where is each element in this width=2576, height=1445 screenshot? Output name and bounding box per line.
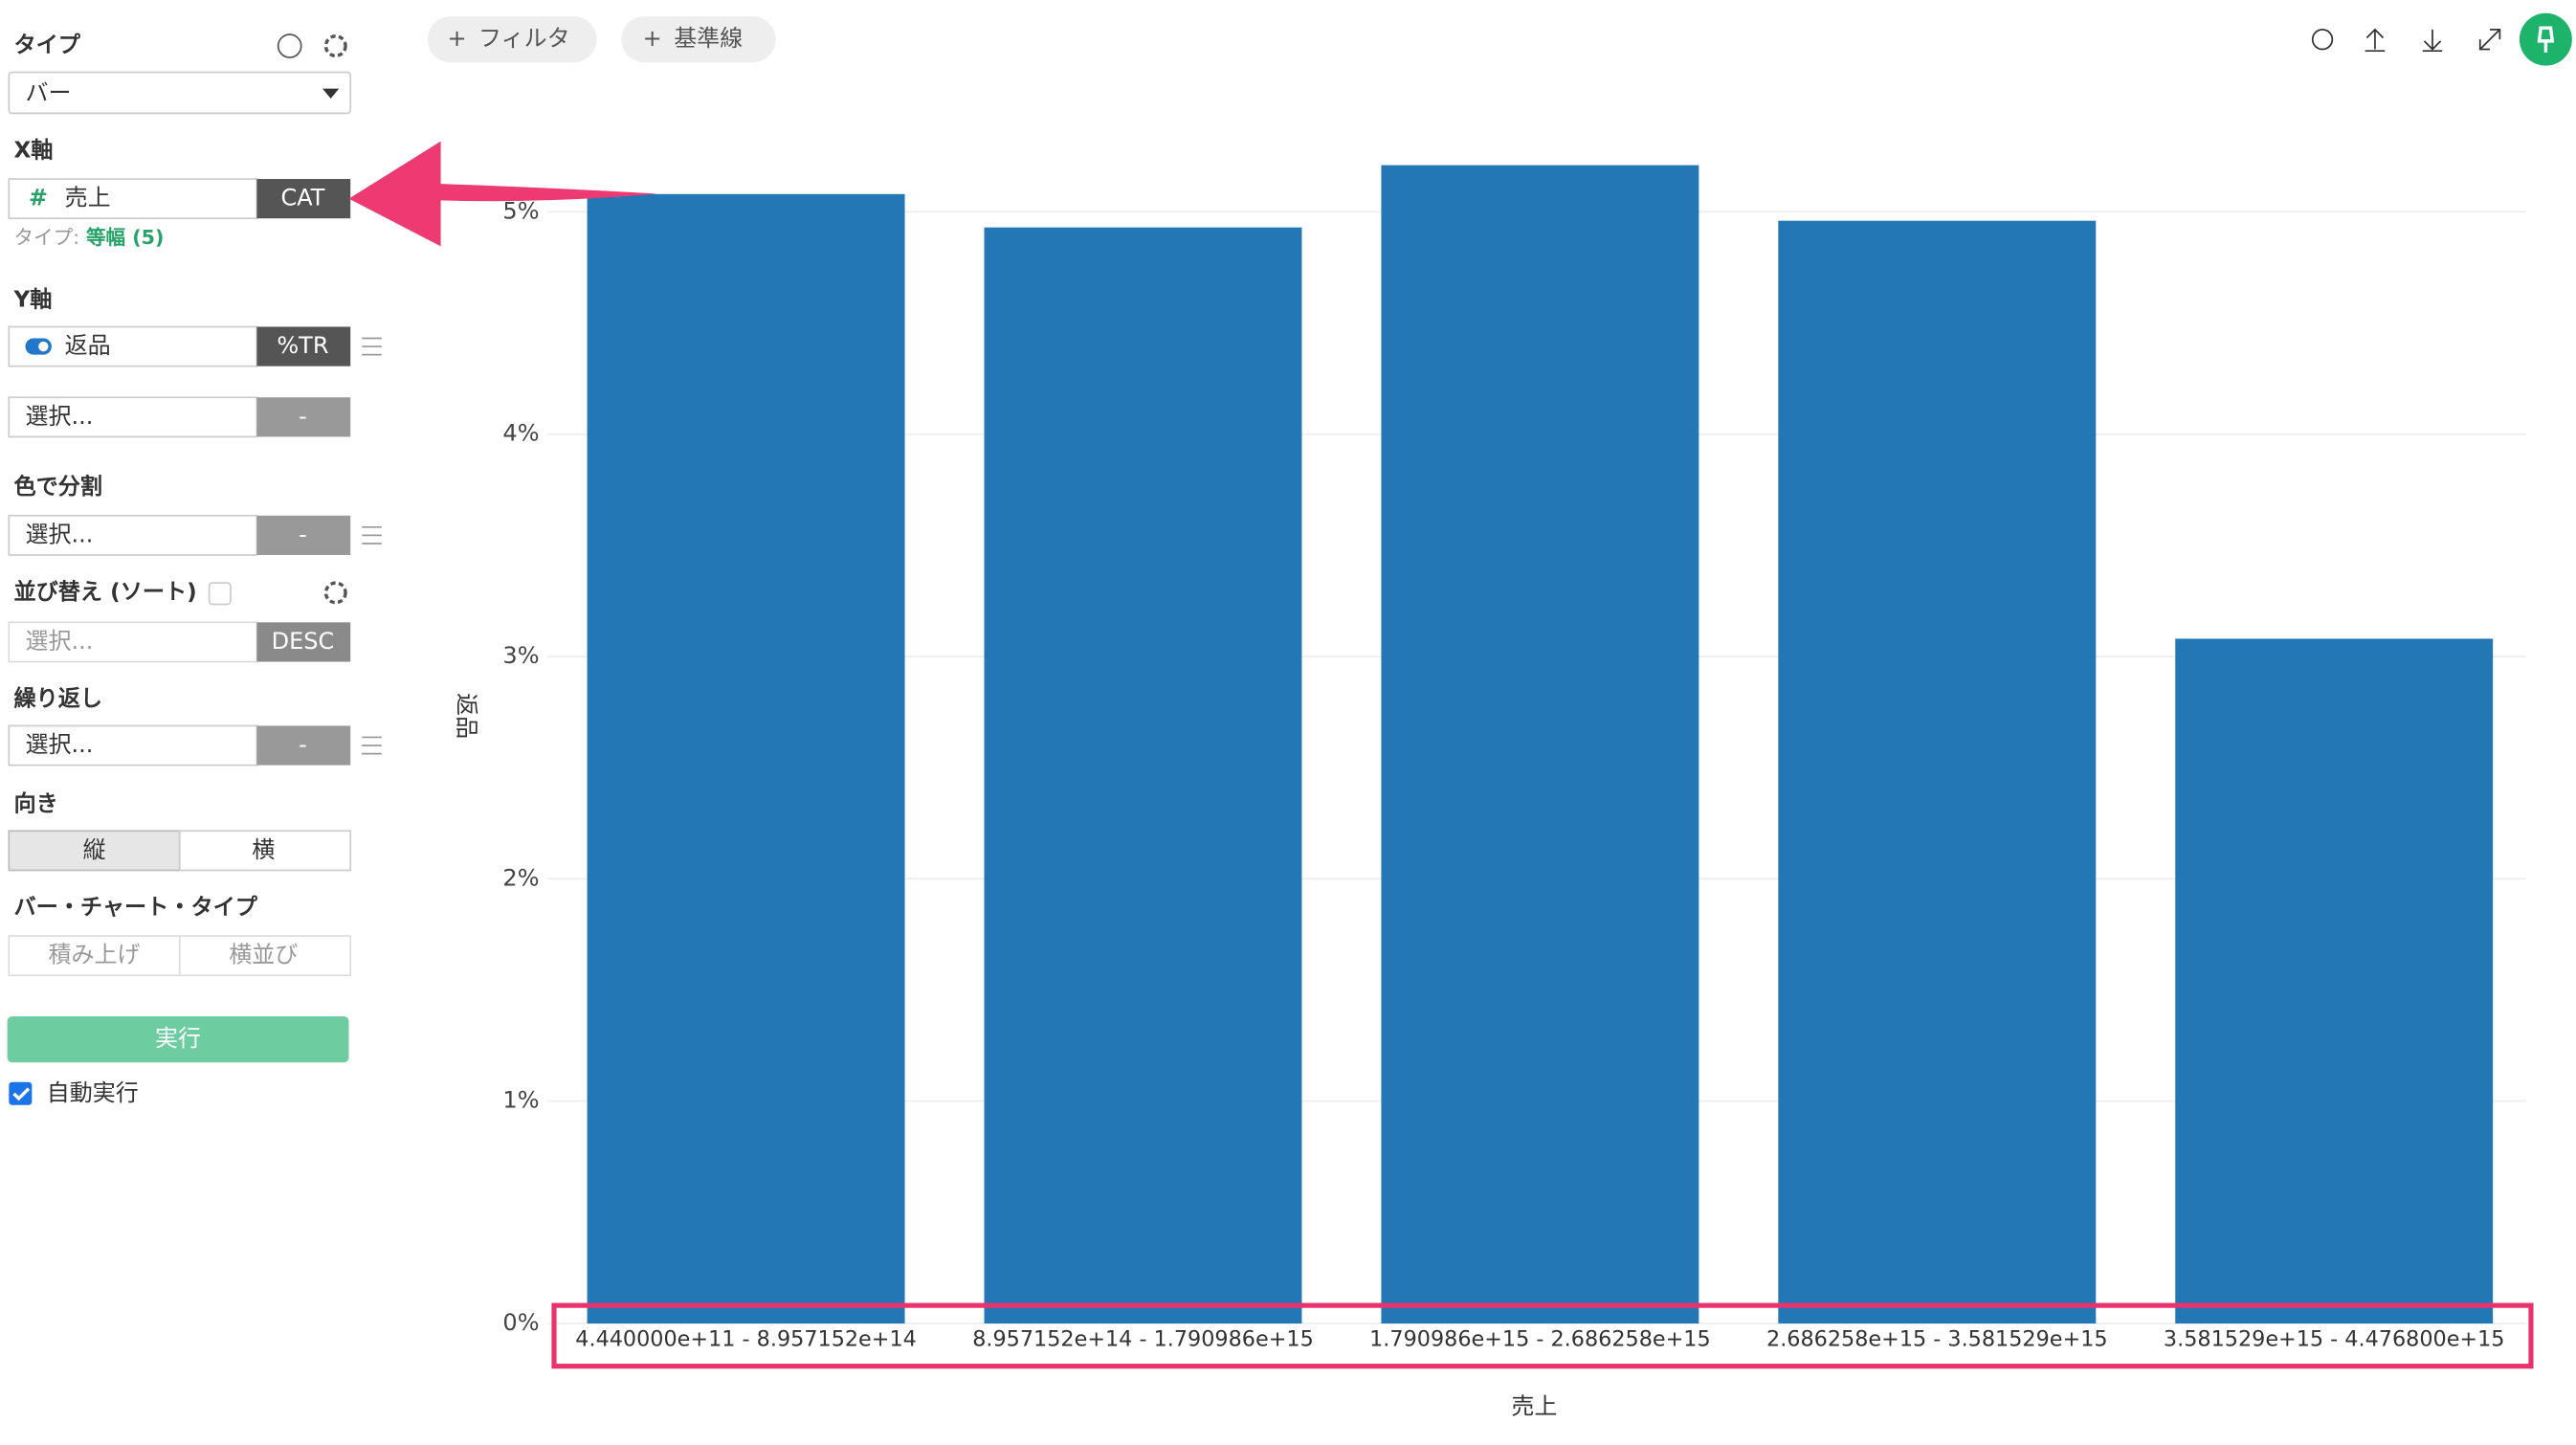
highlight-box [551, 1302, 2534, 1369]
label: 色で分割 [13, 474, 102, 500]
button-label: フィルタ [478, 25, 570, 52]
mode-button[interactable] [256, 622, 351, 662]
bar [1778, 220, 2097, 1324]
type-value[interactable]: 等幅 (5) [86, 226, 164, 249]
x-tick-label: 1.790986e+15 - 2.686258e+15 [1369, 1327, 1711, 1352]
placeholder: 選択... [25, 403, 93, 430]
run-button[interactable] [7, 1016, 349, 1063]
placeholder: 選択... [25, 628, 93, 655]
field[interactable] [8, 621, 258, 663]
toggle-knob [38, 341, 49, 352]
checkbox[interactable] [208, 582, 232, 606]
option-label: 積み上げ [48, 942, 140, 968]
mode-button[interactable] [256, 179, 351, 219]
option-label: 縦 [83, 836, 106, 863]
field-name: 返品 [65, 332, 111, 359]
mode-button[interactable] [256, 397, 351, 437]
placeholder: 選択... [25, 731, 93, 758]
option-selected[interactable] [8, 830, 181, 872]
settings-icon[interactable] [323, 581, 347, 605]
type-prefix: タイプ: [13, 226, 79, 249]
pin-button[interactable] [2519, 12, 2572, 66]
drag-handle[interactable] [362, 337, 382, 356]
button-label: 基準線 [674, 25, 743, 52]
y-tick-label: 4% [502, 420, 539, 447]
x-tick-label: 2.686258e+15 - 3.581529e+15 [1766, 1327, 2108, 1352]
label: Y軸 [12, 288, 52, 313]
checkbox-label: 自動実行 [47, 1079, 139, 1106]
run-label: 実行 [155, 1025, 201, 1052]
expand-icon[interactable] [2478, 29, 2501, 51]
label: X軸 [13, 138, 53, 163]
option[interactable] [178, 935, 352, 977]
caret [322, 88, 340, 99]
option-label: 横 [252, 836, 275, 863]
arrow [348, 141, 658, 247]
upload-icon[interactable] [2365, 28, 2386, 53]
y-axis-title: 返品 [453, 693, 479, 739]
refline-button[interactable] [621, 16, 776, 63]
checkbox-checked[interactable] [9, 1081, 33, 1105]
select-value: バー [25, 79, 71, 106]
x-axis-title: 売上 [1511, 1393, 1557, 1420]
x-tick-label: 3.581529e+15 - 4.476800e+15 [2164, 1327, 2505, 1352]
field[interactable] [8, 178, 258, 220]
mode-label: - [299, 521, 307, 547]
pin-icon [2537, 26, 2555, 53]
mode-button[interactable] [256, 725, 351, 766]
x-tick-label: 8.957152e+14 - 1.790986e+15 [972, 1327, 1314, 1352]
mode-button[interactable] [256, 515, 351, 555]
mode-label: - [299, 403, 307, 430]
drag-handle[interactable] [362, 736, 382, 755]
x-tick-label: 4.440000e+11 - 8.957152e+14 [575, 1327, 917, 1352]
plus: + [447, 25, 466, 52]
label: バー・チャート・タイプ [13, 895, 257, 920]
label: タイプ [13, 33, 80, 58]
option[interactable] [178, 830, 352, 872]
mode-button[interactable] [256, 326, 351, 367]
bar [1381, 165, 1699, 1324]
y-tick-label: 5% [502, 197, 539, 224]
y-tick-label: 2% [502, 864, 539, 891]
download-icon[interactable] [2422, 29, 2443, 53]
bar [2175, 638, 2494, 1324]
help-icon[interactable] [277, 33, 302, 58]
bar [587, 193, 905, 1324]
mode-label: - [299, 731, 307, 758]
mode-label: DESC [272, 628, 335, 655]
y-tick-label: 0% [502, 1309, 539, 1336]
label: 並び替え (ソート) [13, 579, 196, 605]
option-label: 横並び [229, 942, 298, 968]
settings-icon[interactable] [323, 34, 347, 58]
filter-button[interactable] [427, 16, 597, 63]
drag-handle[interactable] [362, 525, 382, 545]
comment-icon[interactable] [2311, 29, 2334, 51]
chart: 売上 返品 0% 1% 2% 3% 4% 5% 4.440000e+11 - 8.95715… [453, 165, 2526, 1420]
y-tick-label: 3% [502, 642, 539, 669]
mode-label: %TR [277, 332, 328, 359]
plus: + [643, 25, 662, 52]
placeholder: 選択... [25, 521, 93, 547]
number-icon: # [29, 185, 48, 211]
select[interactable] [8, 71, 352, 115]
label: 向き [13, 790, 57, 816]
field-name: 売上 [65, 185, 111, 211]
mode-label: CAT [280, 185, 324, 211]
bar [984, 227, 1302, 1324]
field[interactable] [8, 514, 258, 556]
label: 繰り返し [13, 685, 102, 711]
option[interactable] [8, 935, 181, 977]
y-tick-label: 1% [502, 1087, 539, 1114]
check [12, 1087, 31, 1101]
field[interactable] [8, 396, 258, 438]
